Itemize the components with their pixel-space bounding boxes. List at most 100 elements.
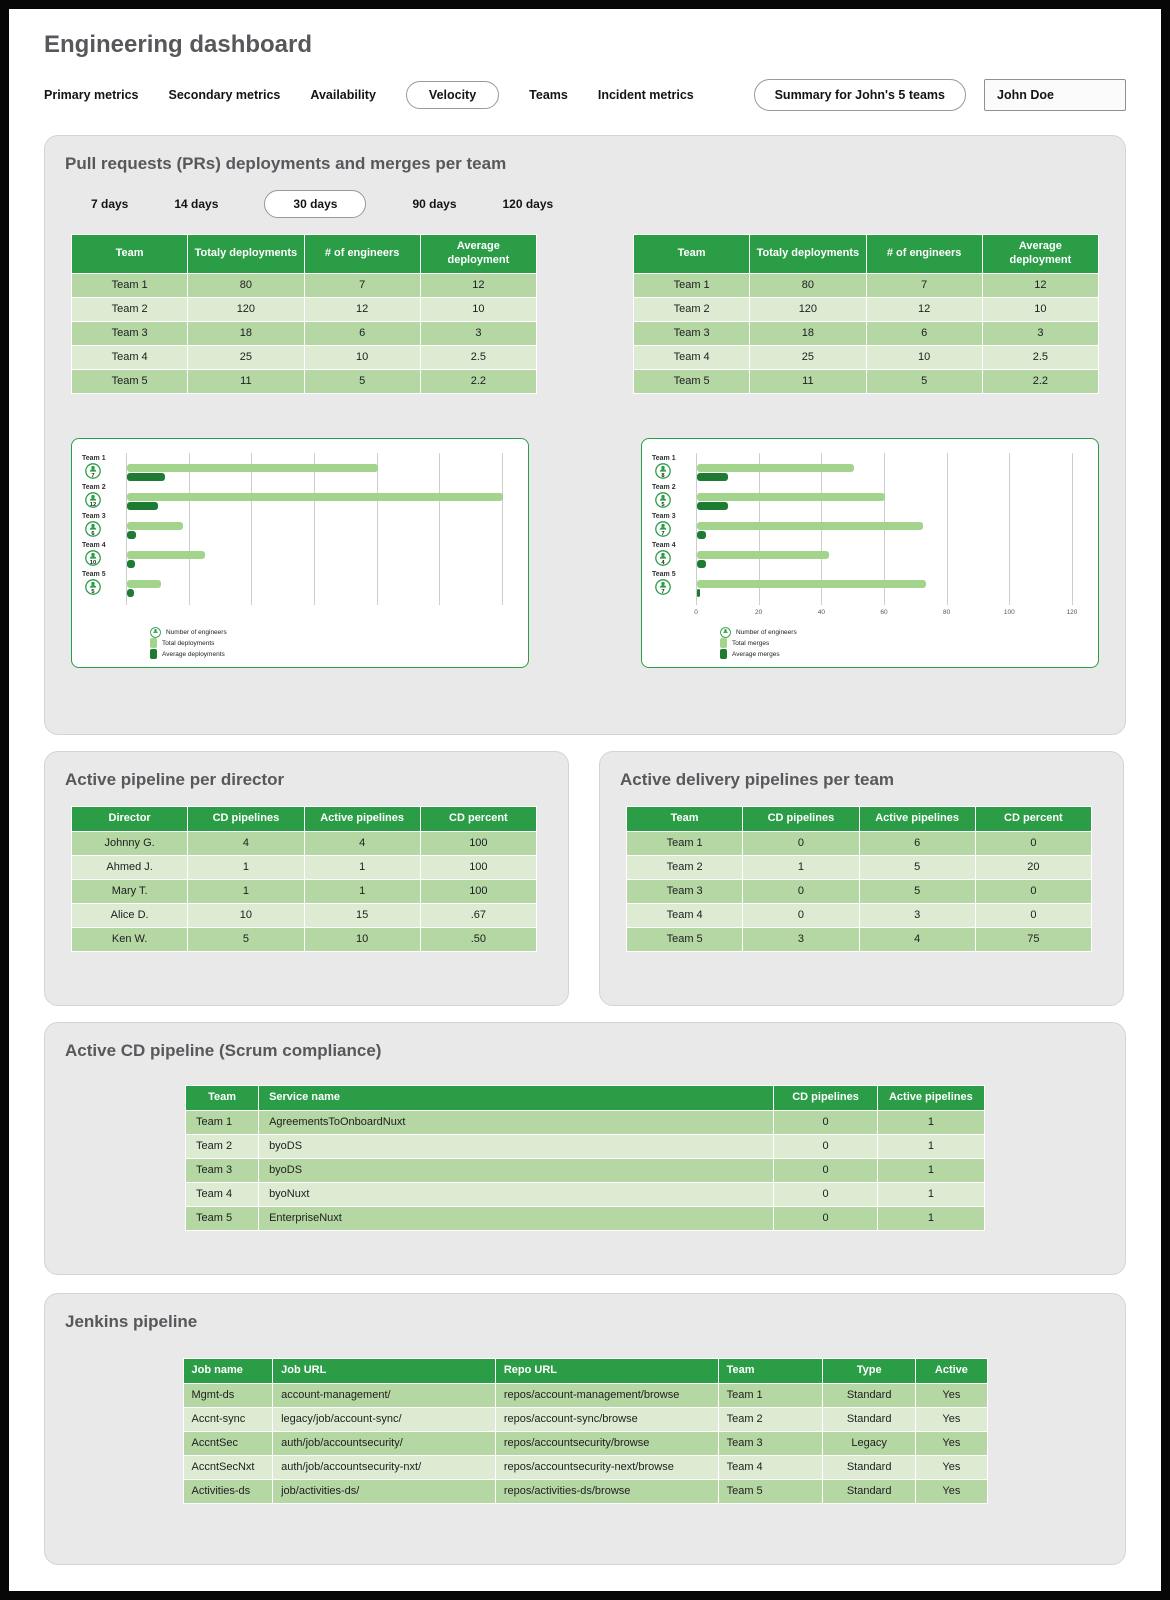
table-cell: Team 3 <box>184 1157 260 1183</box>
scrum-table: Team Service name CD pipelines Active pipel… <box>184 1085 986 1231</box>
summary-button[interactable]: Summary for John's 5 teams <box>753 79 966 111</box>
legend-item: Number of engineers <box>720 626 797 638</box>
total-bar <box>697 550 829 559</box>
chart-category-label: Team 2 <box>82 483 106 491</box>
merges-table: Team Totaly deployments # of engineers Aver… <box>632 234 1100 394</box>
nav-item-secondary-metrics[interactable]: Secondary metrics <box>168 88 281 102</box>
table-cell: 10 <box>865 344 983 370</box>
time-filter-14-days[interactable]: 14 days <box>174 197 219 211</box>
team-pipelines-table: Team CD pipelines Active pipelines CD perce… <box>625 806 1093 952</box>
table-row: AccntSecNxt auth/job/accountsecurity-nxt/… <box>182 1454 988 1480</box>
column-header-director: Director <box>70 806 189 832</box>
average-bar <box>697 531 707 539</box>
table-row: Activities-ds job/activities-ds/repos/act… <box>182 1478 988 1504</box>
table-cell: 1 <box>187 878 305 904</box>
table-cell: repos/activities-ds/browse <box>494 1478 719 1504</box>
table-cell: 0 <box>974 830 1093 856</box>
pr-charts-row: Team 1 7 Team 2 12 Team 3 6 Team 4 10 Team 5 5 Num… <box>65 437 1105 668</box>
engineer-badge-icon: 7 <box>655 520 671 537</box>
dashboard-page: Engineering dashboard Primary metrics Sec… <box>9 9 1161 1591</box>
deployments-table: Team Totaly deployments # of engineers Aver… <box>70 234 538 394</box>
average-bar <box>127 589 134 597</box>
gridline <box>1072 452 1073 605</box>
column-header-team: Team <box>632 234 751 274</box>
table-row: Team 5 11 5 2.2 <box>70 368 538 394</box>
table-cell: Team 1 <box>632 272 751 298</box>
engineer-badge-icon: 7 <box>85 462 101 479</box>
engineer-badge-icon: 5 <box>85 578 101 595</box>
nav-item-availability[interactable]: Availability <box>310 88 376 102</box>
table-row: Team 2 120 12 10 <box>632 296 1100 322</box>
director-table: Director CD pipelines Active pipelines CD p… <box>70 806 538 952</box>
gridline <box>439 452 441 605</box>
merges-table: Team Totaly deployments # of engineers Aver… <box>632 234 1100 394</box>
table-cell: Ahmed J. <box>70 854 189 880</box>
table-row: Team 4 25 10 2.5 <box>632 344 1100 370</box>
table-cell: byoDS <box>258 1157 775 1183</box>
table-cell: 12 <box>865 296 983 322</box>
navbar: Primary metrics Secondary metrics Availabi… <box>44 79 1126 111</box>
time-filter-7-days[interactable]: 7 days <box>91 197 129 211</box>
legend-item: Total merges <box>720 638 769 649</box>
table-cell: 5 <box>187 926 305 952</box>
table-row: Accnt-sync legacy/job/account-sync/repos/… <box>182 1406 988 1432</box>
table-cell: 7 <box>865 272 983 298</box>
table-cell: 6 <box>303 320 421 346</box>
table-cell: 80 <box>749 272 867 298</box>
time-filter-120-days[interactable]: 120 days <box>502 197 554 211</box>
time-filter-90-days[interactable]: 90 days <box>412 197 457 211</box>
header-row: Job name Job URL Repo URL Team Type Active <box>182 1358 988 1384</box>
legend-label: Number of engineers <box>166 628 227 636</box>
user-name-box[interactable]: John Doe <box>984 79 1126 111</box>
total-bar <box>127 550 206 559</box>
column-header-active-pipelines: Active pipelines <box>858 806 976 832</box>
column-header-active-pipelines: Active pipelines <box>303 806 421 832</box>
table-row: Team 1 80 7 12 <box>70 272 538 298</box>
table-cell: Johnny G. <box>70 830 189 856</box>
table-cell: 4 <box>187 830 305 856</box>
deployments-chart: Team 1 7 Team 2 12 Team 3 6 Team 4 10 Team 5 5 Num… <box>71 437 529 668</box>
table-cell: .67 <box>419 902 538 928</box>
nav-item-incident-metrics[interactable]: Incident metrics <box>597 88 694 102</box>
pr-tables-row: Team Totaly deployments # of engineers Aver… <box>65 234 1105 394</box>
table-cell: 0 <box>773 1157 878 1183</box>
total-bar <box>697 521 923 530</box>
jenkins-table: Job name Job URL Repo URL Team Type Active Mgm… <box>182 1358 988 1504</box>
column-header-of-engineers: # of engineers <box>303 234 421 274</box>
light-bar-swatch <box>720 638 727 648</box>
chart-category-label: Team 4 <box>82 541 106 549</box>
x-tick-label: 80 <box>943 608 951 616</box>
table-cell: Yes <box>915 1454 988 1480</box>
chart-category-label: Team 1 <box>652 454 676 462</box>
average-bar <box>697 502 729 510</box>
table-cell: 2.5 <box>981 344 1100 370</box>
column-header-totaly-deployments: Totaly deployments <box>749 234 867 274</box>
nav-item-teams[interactable]: Teams <box>529 88 568 102</box>
table-cell: 7 <box>303 272 421 298</box>
engineer-badge-icon: 8 <box>655 462 671 479</box>
table-cell: repos/account-sync/browse <box>494 1406 719 1432</box>
header-row: Team Service name CD pipelines Active pipel… <box>184 1085 986 1111</box>
column-header-cd-percent: CD percent <box>974 806 1093 832</box>
table-cell: Team 5 <box>70 368 189 394</box>
table-cell: 20 <box>974 854 1093 880</box>
legend-label: Total deployments <box>162 639 215 647</box>
nav-item-velocity[interactable]: Velocity <box>405 81 500 109</box>
table-cell: 0 <box>773 1181 878 1207</box>
time-filter-30-days[interactable]: 30 days <box>264 190 367 218</box>
nav-item-primary-metrics[interactable]: Primary metrics <box>44 88 139 102</box>
table-cell: account-management/ <box>272 1382 496 1408</box>
total-bar <box>127 579 162 588</box>
table-cell: 5 <box>858 878 976 904</box>
table-cell: 5 <box>303 368 421 394</box>
total-bar <box>697 579 926 588</box>
engineer-count-badge: 8 <box>655 462 671 479</box>
total-bar <box>127 463 378 472</box>
table-row: Alice D. 10 15.67 <box>70 902 538 928</box>
table-cell: 10 <box>187 902 305 928</box>
table-cell: 0 <box>742 830 860 856</box>
gridline <box>314 452 315 605</box>
team-pipelines-table: Team CD pipelines Active pipelines CD perce… <box>625 806 1093 952</box>
column-header-job-url: Job URL <box>272 1358 496 1384</box>
table-cell: Team 4 <box>632 344 751 370</box>
